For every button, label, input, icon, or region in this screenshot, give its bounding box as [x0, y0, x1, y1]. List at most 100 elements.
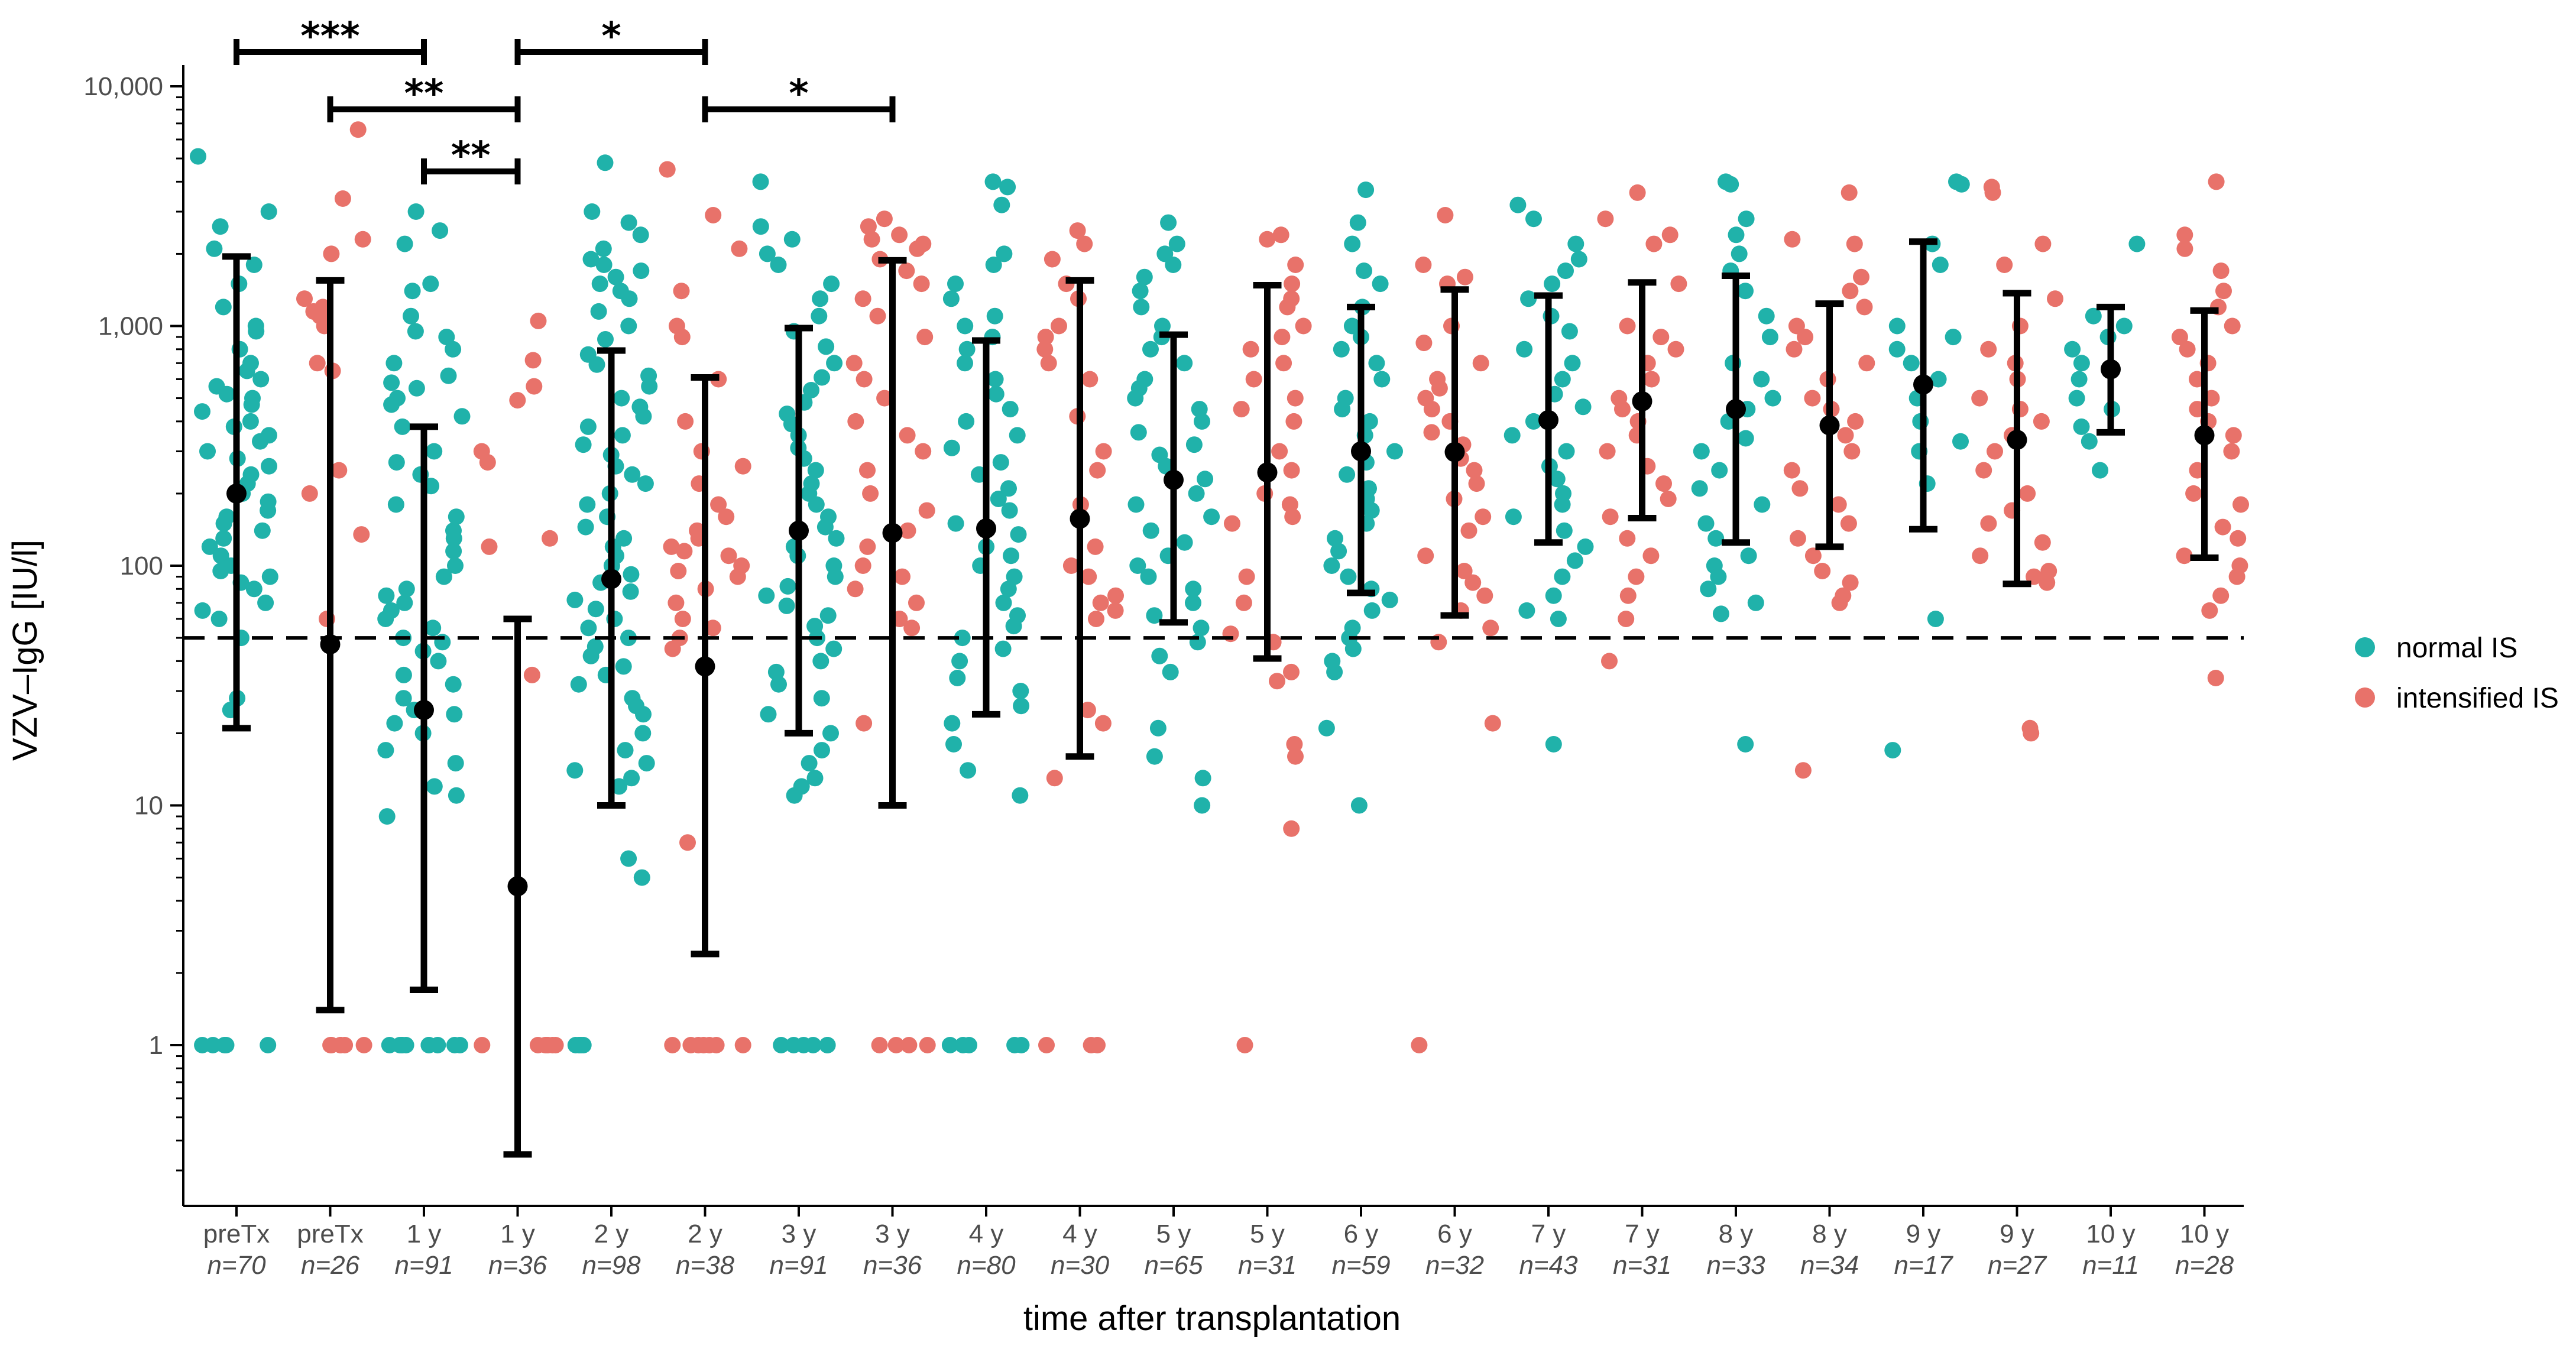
data-point	[1853, 268, 1869, 286]
data-point	[633, 869, 650, 886]
data-point	[822, 725, 839, 742]
data-point	[1642, 547, 1660, 565]
data-point	[620, 630, 637, 647]
data-point	[584, 203, 601, 220]
data-point	[1814, 563, 1831, 579]
geometric-mean-point	[1538, 410, 1558, 430]
data-point	[448, 508, 465, 526]
data-point	[1456, 268, 1473, 286]
geometric-mean-point	[320, 634, 341, 654]
significance-brackets: *********	[234, 15, 896, 184]
data-point	[1415, 257, 1432, 273]
data-point	[1242, 340, 1259, 358]
data-point	[1083, 1037, 1100, 1053]
data-point	[194, 1037, 211, 1053]
data-point	[1525, 210, 1542, 228]
x-sample-size-label: n=43	[1519, 1251, 1578, 1280]
data-point	[323, 245, 340, 262]
data-point	[1548, 471, 1566, 488]
x-tick-label: 6 y	[1344, 1219, 1379, 1248]
data-point	[856, 715, 873, 732]
data-point	[1146, 607, 1163, 624]
data-point	[2212, 587, 2230, 604]
data-point	[1841, 184, 1858, 201]
data-point	[349, 121, 367, 138]
data-point	[377, 742, 394, 759]
data-point	[620, 850, 637, 867]
data-point	[1691, 480, 1708, 497]
x-tick-label: 6 y	[1437, 1219, 1472, 1248]
significance-label: **	[404, 72, 444, 116]
data-point	[876, 210, 893, 228]
data-point	[1601, 653, 1618, 670]
data-point	[916, 329, 934, 346]
data-point	[620, 317, 637, 335]
x-tick-label: preTx	[203, 1219, 270, 1248]
data-point	[1971, 390, 1988, 407]
legend: normal IS intensified IS	[2355, 633, 2559, 714]
geometric-mean-point	[1632, 391, 1652, 411]
data-point	[621, 290, 638, 307]
data-point	[1333, 340, 1350, 358]
data-point	[1980, 340, 1997, 358]
data-point	[960, 762, 977, 779]
data-point	[2212, 262, 2230, 280]
significance-label: **	[451, 134, 491, 178]
data-point	[1193, 620, 1210, 637]
data-point	[260, 1037, 277, 1053]
data-point	[2232, 496, 2249, 513]
data-point	[1476, 587, 1493, 604]
data-point	[435, 568, 452, 585]
data-point	[635, 706, 652, 723]
data-point	[734, 1037, 751, 1053]
data-point	[544, 1037, 561, 1053]
x-sample-size-label: n=26	[301, 1251, 360, 1280]
data-point	[1556, 522, 1573, 539]
data-point	[984, 173, 1002, 190]
data-point	[908, 594, 925, 611]
data-point	[408, 380, 425, 397]
data-point	[641, 378, 658, 395]
data-point	[1520, 290, 1537, 307]
data-point	[1758, 307, 1775, 325]
data-point	[1168, 235, 1185, 252]
data-point	[1831, 594, 1848, 611]
data-point	[1233, 401, 1250, 418]
data-point	[823, 275, 840, 293]
y-tick-label: 1,000	[98, 312, 163, 341]
data-point	[811, 307, 828, 325]
data-point	[2223, 443, 2240, 460]
x-tick-label: 3 y	[875, 1219, 910, 1248]
data-point	[1597, 210, 1614, 228]
data-point	[2023, 725, 2040, 742]
data-point	[582, 647, 600, 664]
data-point	[1279, 299, 1296, 316]
data-point	[566, 762, 584, 779]
data-point	[705, 207, 722, 223]
data-point	[958, 340, 976, 358]
data-point	[1843, 443, 1861, 460]
data-point	[1013, 1037, 1030, 1053]
data-point	[448, 787, 465, 804]
data-point	[1564, 355, 1581, 372]
data-point	[2128, 235, 2146, 252]
x-tick-label: 7 y	[1531, 1219, 1566, 1248]
data-point	[903, 620, 921, 637]
data-point	[1804, 547, 1822, 565]
data-point	[1423, 401, 1440, 418]
data-point	[1285, 413, 1302, 430]
data-point	[1000, 580, 1017, 598]
data-point	[1283, 462, 1300, 479]
data-point	[859, 538, 876, 555]
data-point	[396, 594, 413, 611]
data-point	[1197, 471, 1214, 488]
data-point	[1284, 275, 1301, 293]
geometric-mean-point	[1819, 415, 1840, 436]
y-tick-label: 1	[149, 1031, 163, 1060]
x-sample-size-label: n=30	[1051, 1251, 1110, 1280]
data-point	[1577, 538, 1594, 555]
data-point	[945, 736, 962, 753]
data-point	[1142, 522, 1159, 539]
x-sample-size-label: n=36	[488, 1251, 547, 1280]
data-point	[2215, 283, 2232, 300]
